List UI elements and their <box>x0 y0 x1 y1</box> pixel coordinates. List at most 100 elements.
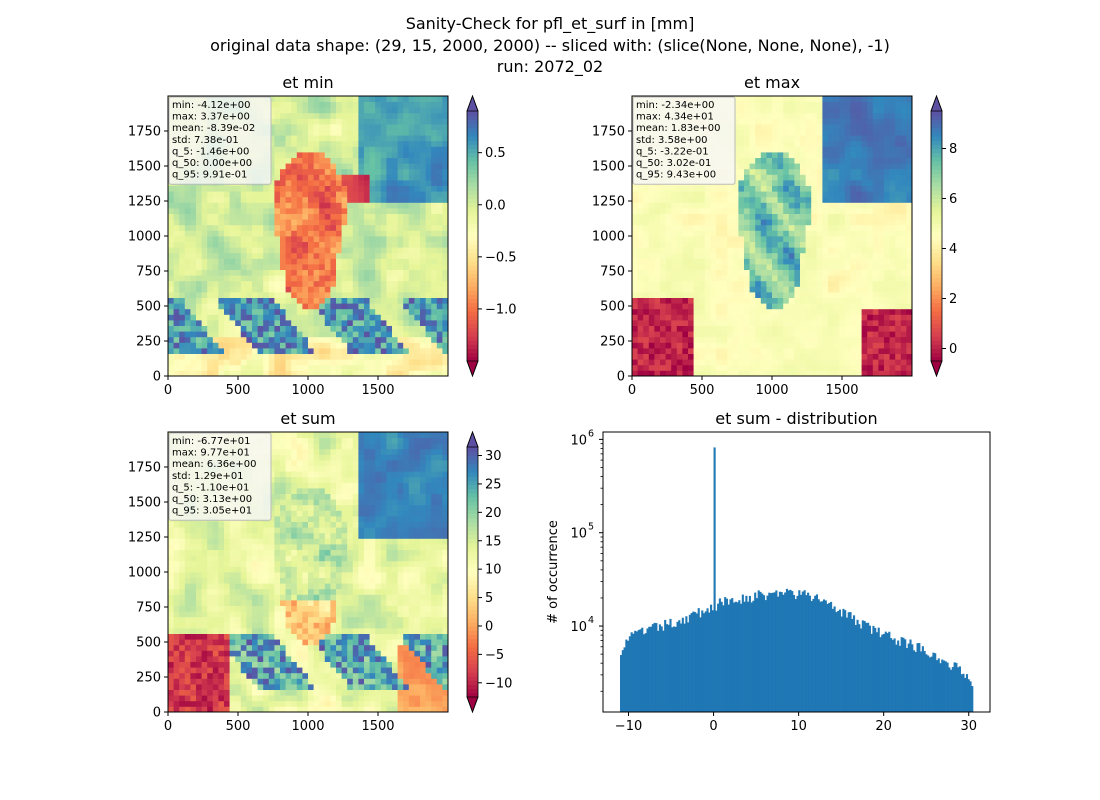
heatmap-cell <box>760 359 767 366</box>
heatmap-cell <box>425 129 432 136</box>
heatmap-cell <box>783 297 790 304</box>
heatmap-cell <box>313 269 320 276</box>
heatmap-cell <box>732 364 739 371</box>
heatmap-cell <box>889 219 896 226</box>
heatmap-cell <box>414 224 421 231</box>
heatmap-cell <box>878 236 885 242</box>
heatmap-cell <box>330 342 337 349</box>
heatmap-cell <box>431 325 438 332</box>
heatmap-cell <box>190 275 197 282</box>
heatmap-cell <box>833 269 840 276</box>
heatmap-cell <box>816 185 823 192</box>
heatmap-cell <box>296 303 303 310</box>
heatmap-cell <box>693 325 700 332</box>
heatmap-cell <box>302 336 309 343</box>
heatmap-cell <box>403 370 410 377</box>
heatmap-cell <box>313 364 320 371</box>
heatmap-cell <box>710 213 717 220</box>
heatmap-cell <box>386 101 393 108</box>
heatmap-cell <box>268 96 275 102</box>
heatmap-cell <box>347 280 354 287</box>
heatmap-cell <box>749 370 756 377</box>
heatmap-cell <box>336 180 342 186</box>
heatmap-cell <box>246 286 253 293</box>
heatmap-cell <box>676 320 683 326</box>
heatmap-cell <box>431 124 438 130</box>
heatmap-cell <box>280 370 286 377</box>
heatmap-cell <box>308 275 314 282</box>
colorbar-segment <box>467 115 478 120</box>
colorbar-segment <box>467 277 478 283</box>
heatmap-cell <box>884 146 890 153</box>
heatmap-cell <box>313 135 320 142</box>
heatmap-cell <box>386 297 393 304</box>
heatmap-cell <box>889 174 896 181</box>
heatmap-cell <box>364 135 370 142</box>
heatmap-cell <box>856 303 862 310</box>
heatmap-cell <box>699 370 706 377</box>
heatmap-cell <box>884 196 890 203</box>
heatmap-cell <box>263 191 270 198</box>
colorbar-segment <box>467 352 478 358</box>
heatmap-cell <box>285 286 292 293</box>
heatmap-cell <box>425 118 432 125</box>
heatmap-cell <box>336 308 342 315</box>
heatmap-cell <box>727 185 734 192</box>
heatmap-cell <box>280 163 286 170</box>
heatmap-cell <box>856 157 862 164</box>
heatmap-cell <box>889 157 896 164</box>
heatmap-cell <box>212 359 219 366</box>
heatmap-cell <box>682 224 689 231</box>
heatmap-cell <box>783 208 790 214</box>
heatmap-cell <box>397 224 404 231</box>
heatmap-cell <box>184 269 191 276</box>
heatmap-cell <box>436 219 443 226</box>
heatmap-cell <box>671 258 678 265</box>
heatmap-cell <box>313 308 320 315</box>
heatmap-cell <box>828 163 834 170</box>
heatmap-cell <box>291 135 298 142</box>
heatmap-cell <box>380 342 387 349</box>
heatmap-cell <box>800 348 806 354</box>
heatmap-cell <box>839 208 846 214</box>
heatmap-cell <box>229 252 236 259</box>
heatmap-cell <box>895 336 902 343</box>
heatmap-cell <box>397 157 404 164</box>
heatmap-cell <box>364 292 370 298</box>
heatmap-cell <box>716 224 722 231</box>
heatmap-cell <box>822 107 829 114</box>
heatmap-cell <box>861 342 868 349</box>
heatmap-cell <box>850 236 857 242</box>
heatmap-cell <box>224 230 230 237</box>
heatmap-cell <box>727 325 734 332</box>
heatmap-cell <box>408 247 415 254</box>
heatmap-cell <box>648 320 655 326</box>
heatmap-cell <box>805 348 812 354</box>
heatmap-cell <box>263 280 270 287</box>
heatmap-cell <box>436 308 443 315</box>
heatmap-cell <box>420 247 426 254</box>
heatmap-cell <box>833 129 840 136</box>
heatmap-cell <box>788 129 795 136</box>
heatmap-cell <box>721 208 728 214</box>
heatmap-cell <box>665 202 672 209</box>
heatmap-cell <box>386 107 393 114</box>
heatmap-cell <box>800 280 806 287</box>
heatmap-cell <box>755 152 762 158</box>
heatmap-cell <box>280 331 286 338</box>
heatmap-cell <box>777 297 784 304</box>
heatmap-cell <box>184 325 191 332</box>
heatmap-cell <box>330 152 337 158</box>
heatmap-cell <box>380 146 387 153</box>
heatmap-cell <box>889 252 896 259</box>
heatmap-cell <box>872 213 879 220</box>
heatmap-cell <box>699 342 706 349</box>
heatmap-cell <box>738 112 745 119</box>
heatmap-cell <box>839 275 846 282</box>
heatmap-cell <box>319 191 326 198</box>
heatmap-cell <box>341 118 348 125</box>
heatmap-cell <box>302 331 309 338</box>
heatmap-cell <box>828 258 834 265</box>
heatmap-cell <box>184 185 191 192</box>
heatmap-cell <box>872 303 879 310</box>
